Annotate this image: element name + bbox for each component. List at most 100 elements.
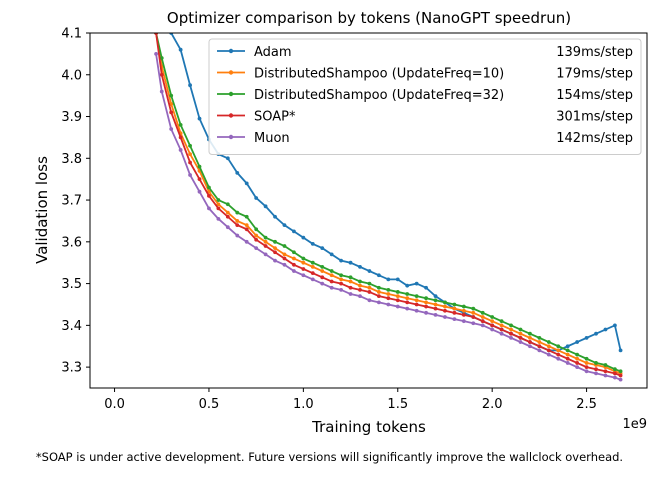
series-0-point: [618, 348, 623, 353]
series-0-point: [386, 277, 391, 282]
series-4-point: [537, 348, 542, 353]
series-4-point: [565, 361, 570, 365]
series-4-point: [584, 369, 589, 374]
series-0-point: [348, 260, 353, 265]
series-2-point: [575, 352, 580, 357]
series-4-point: [254, 246, 259, 250]
series-2-point: [263, 235, 268, 240]
series-1-point: [367, 285, 372, 290]
legend-swatch-marker: [228, 70, 234, 75]
series-4-point: [603, 373, 608, 378]
series-0-point: [594, 331, 598, 336]
series-0-point: [244, 181, 249, 186]
series-4-point: [207, 206, 211, 211]
series-3-point: [339, 281, 344, 286]
series-4-point: [613, 375, 617, 380]
series-3-point: [565, 356, 570, 361]
series-0-point: [292, 229, 296, 234]
series-4-point: [348, 292, 353, 296]
series-4-point: [461, 319, 466, 324]
series-2-point: [244, 214, 249, 219]
series-0-point: [339, 258, 344, 263]
y-tick-label: 3.3: [61, 361, 82, 376]
series-0-point: [329, 252, 334, 257]
series-1-point: [244, 223, 249, 228]
x-tick-label: 0.0: [104, 397, 125, 412]
series-3-point: [244, 227, 249, 232]
series-2-point: [405, 292, 410, 296]
series-3-point: [225, 214, 230, 219]
legend-entry-timing: 139ms/step: [556, 45, 633, 60]
series-2-point: [282, 244, 287, 248]
legend-entry-name: DistributedShampoo (UpdateFreq=32): [254, 88, 504, 103]
series-1-point: [414, 298, 419, 303]
plot-frame: [89, 32, 648, 389]
series-4-point: [358, 294, 362, 299]
series-3-point: [178, 135, 183, 140]
series-1-point: [263, 239, 268, 244]
series-4-point: [159, 89, 164, 94]
series-2-point: [443, 300, 447, 305]
x-tick-label: 2.0: [482, 397, 503, 412]
legend-entry-timing: 179ms/step: [556, 67, 633, 82]
series-1-point: [584, 361, 589, 365]
series-1-point: [509, 327, 513, 332]
series-1-point: [528, 335, 532, 340]
legend-swatch-marker: [228, 91, 234, 97]
y-tick-label: 3.6: [61, 235, 82, 250]
series-1-point: [565, 352, 570, 357]
series-3-point: [618, 373, 623, 378]
series-1-point: [499, 323, 504, 328]
series-2-point: [292, 250, 296, 255]
series-2-point: [159, 56, 164, 60]
x-tick-label: 0.5: [199, 397, 220, 412]
series-0-point: [301, 235, 306, 240]
legend-box: [208, 38, 642, 155]
series-0-point: [263, 204, 268, 209]
series-2-point: [320, 264, 325, 269]
series-4-point: [244, 239, 249, 244]
series-2-point: [603, 363, 608, 367]
series-4-point: [169, 127, 174, 131]
series-4-point: [528, 344, 532, 349]
series-2-point: [546, 340, 551, 344]
series-1-point: [254, 233, 259, 238]
series-1-point: [461, 308, 466, 313]
series-1-point: [443, 304, 447, 309]
series-0-point: [235, 171, 240, 175]
series-3-point: [367, 290, 372, 294]
series-2-point: [613, 367, 617, 372]
series-1-point: [395, 294, 400, 299]
y-axis: 3.3 3.4 3.5 3.6 3.7 3.8 3.9 4.0 4.1: [61, 27, 90, 376]
series-1-point: [216, 202, 221, 207]
x-tick-label: 1.0: [293, 397, 314, 412]
series-0-point: [197, 116, 202, 121]
series-1-point: [424, 300, 428, 305]
legend-entry-timing: 301ms/step: [556, 110, 633, 125]
series-3-point: [263, 244, 268, 248]
y-tick-label: 3.4: [61, 319, 82, 334]
series-3-point: [348, 285, 353, 290]
series-3-point: [471, 315, 476, 319]
legend-entry-timing: 154ms/step: [556, 88, 633, 103]
series-3-point: [320, 275, 325, 280]
series-4-point: [480, 323, 485, 328]
series-3-point: [499, 327, 504, 332]
series-3-point: [556, 352, 561, 357]
series-4-point: [320, 281, 325, 286]
series-2-point: [565, 348, 570, 353]
series-2-point: [518, 327, 523, 332]
series-1-point: [320, 269, 325, 273]
series-2-point: [358, 279, 362, 284]
series-3-point: [273, 250, 277, 255]
series-0-point: [225, 156, 230, 161]
series-4-point: [339, 287, 344, 292]
series-3-point: [537, 344, 542, 349]
series-0-point: [405, 283, 410, 288]
series-2-point: [584, 356, 589, 361]
series-3-point: [386, 296, 391, 301]
series-3-point: [376, 294, 381, 299]
y-tick-label: 3.5: [61, 277, 82, 292]
series-3-point: [509, 331, 513, 336]
series-0-point: [273, 214, 277, 219]
